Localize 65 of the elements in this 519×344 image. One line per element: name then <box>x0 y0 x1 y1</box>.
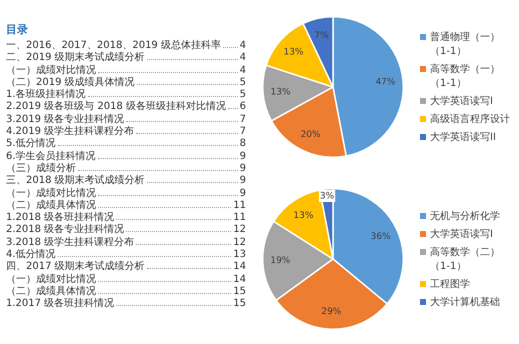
legend-label: 工程图学 <box>430 278 470 291</box>
text: 9 <box>240 175 246 188</box>
legend-label: 大学英语读写I <box>430 228 493 241</box>
text: 11 <box>233 200 246 212</box>
text: 1.2018 级各班挂科情况 <box>6 212 114 224</box>
text: 8 <box>240 138 246 151</box>
text: 11 <box>233 212 246 224</box>
text: 2.2018 级各专业挂科情况 <box>6 224 124 236</box>
text: 12 <box>233 236 246 250</box>
legend-label: 高等数学（二）（1-1） <box>430 246 501 273</box>
legend-label: 普通物理（一）（1-1） <box>430 30 501 58</box>
text: 12 <box>233 224 246 237</box>
text: 3.2019 级各专业挂科情况 <box>6 114 124 126</box>
text: （二）成绩具体情况 <box>6 286 96 298</box>
legend-label: 无机与分析化学 <box>430 210 500 223</box>
text: （二）成绩具体情况 <box>6 200 96 212</box>
data-label: 7% <box>314 30 330 41</box>
data-label: 20% <box>300 130 322 140</box>
text: 9 <box>240 188 246 200</box>
text: 9 <box>240 162 246 176</box>
text: 6.学生会员挂科情况 <box>6 150 96 162</box>
data-label: 13% <box>283 48 304 58</box>
text: 一、2016、2017、2018、2019 级总体挂科率 <box>6 40 221 52</box>
text: （一）成绩对比情况 <box>6 274 96 286</box>
text: 4.2019 级学生挂科课程分布 <box>6 126 134 138</box>
text: 15 <box>233 298 246 311</box>
text: 4.低分情况 <box>6 249 56 261</box>
data-label: 19% <box>270 256 291 266</box>
text: 1.2017 级各班挂科情况 <box>6 298 114 311</box>
legend-label: 大学计算机基础 <box>430 296 500 309</box>
text: 三、2018 级期末考试成绩分析 <box>6 175 145 188</box>
text: 2.2019 级各班级与 2018 级各班级挂科对比情况 <box>6 101 226 114</box>
data-label: 36% <box>370 232 392 242</box>
text: 14 <box>233 261 246 274</box>
text: 4 <box>240 52 246 65</box>
text: 7 <box>240 126 246 138</box>
text: 6 <box>240 101 246 114</box>
text: 4 <box>240 40 246 52</box>
text: （一）成绩对比情况 <box>6 64 96 76</box>
data-label: 13% <box>293 210 314 221</box>
text: 13 <box>233 249 246 262</box>
text: 9 <box>240 150 246 163</box>
text: 1.各班级挂科情况 <box>6 89 86 100</box>
text: 目录 <box>6 22 29 37</box>
data-label: 3% <box>320 191 335 202</box>
text: （三）成绩分析 <box>6 162 76 174</box>
legend-label: 大学英语读写I <box>430 94 493 108</box>
data-label: 13% <box>270 87 291 98</box>
text: 14 <box>233 274 246 286</box>
text: （一）成绩对比情况 <box>6 188 96 200</box>
data-label: 47% <box>375 77 396 88</box>
text: 四、2017 级期末考试成绩分析 <box>6 261 145 274</box>
text: 4 <box>240 64 246 77</box>
data-label: 29% <box>321 307 342 318</box>
legend-label: 高级语言程序设计 <box>430 112 510 126</box>
text: 15 <box>233 286 246 298</box>
text: （二）2019 级成绩具体情况 <box>6 76 135 88</box>
text: 二、2019 级期末考试成绩分析 <box>6 52 145 64</box>
legend-label: 大学英语读写II <box>430 130 496 144</box>
text: 3.2018 级学生挂科课程分布 <box>6 236 134 248</box>
text: 5 <box>240 89 246 102</box>
text: 5 <box>240 76 246 90</box>
text: 7 <box>240 114 246 126</box>
legend-label: 高等数学（一）（1-1） <box>430 62 501 90</box>
text: 5.低分情况 <box>6 138 56 150</box>
